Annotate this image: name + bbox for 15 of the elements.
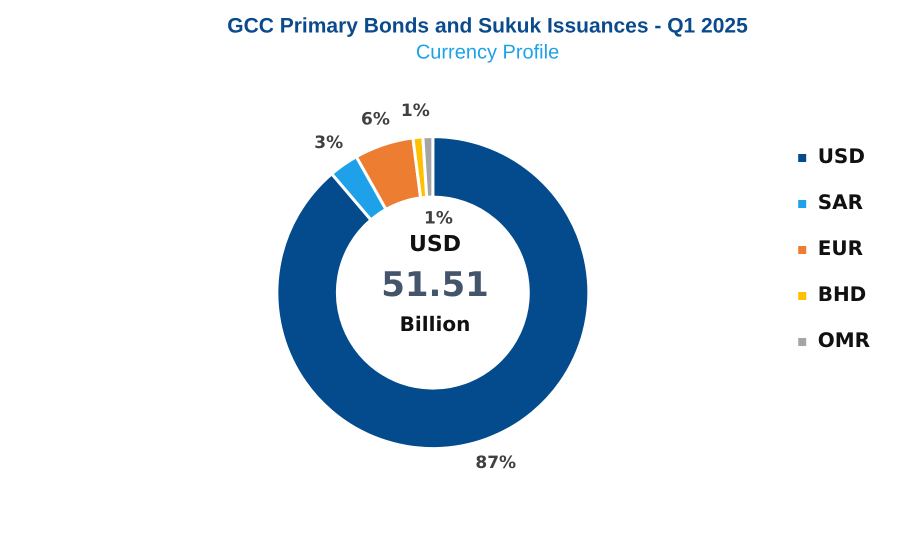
text: Billion [398,312,472,336]
data-label: 3% [314,132,344,153]
data-label: 87% [475,452,516,473]
legend-label: USD [818,144,865,168]
chart-title: GCC Primary Bonds and Sukuk Issuances - Q1 2025 [227,14,748,38]
legend-label: EUR [818,236,864,260]
legend-label: OMR [818,328,870,352]
legend-label: SAR [818,190,863,214]
data-label: 1% [400,100,430,121]
data-label: 1% [424,208,453,229]
text: 51.51 [380,265,490,305]
data-label: 6% [361,109,390,130]
chart-subtitle: Currency Profile [416,42,560,64]
text: USD [408,232,462,257]
legend-label: BHD [818,282,866,306]
